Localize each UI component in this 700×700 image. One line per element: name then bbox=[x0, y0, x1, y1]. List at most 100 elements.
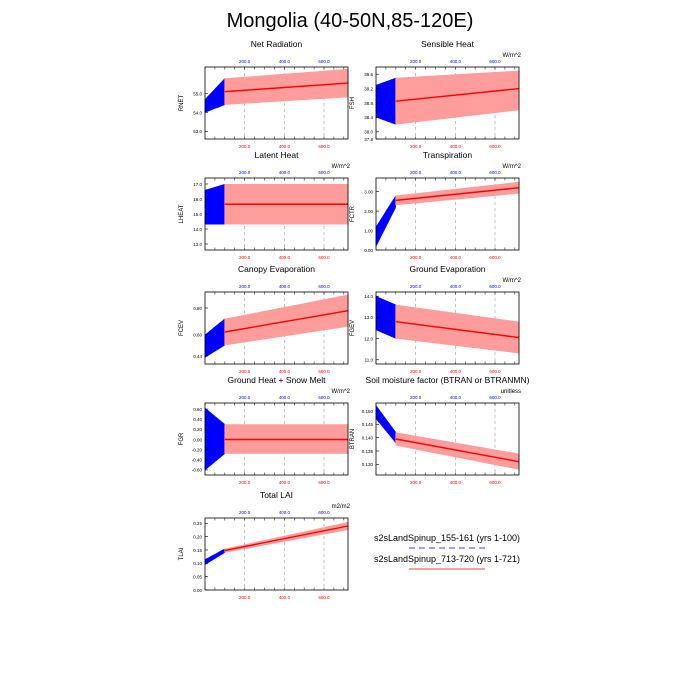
series-mean-line bbox=[395, 438, 520, 463]
bottom-x-tick-label: 400.0 bbox=[279, 595, 291, 600]
bottom-x-tick-label: 200.0 bbox=[239, 144, 251, 149]
y-tick-label: 15.0 bbox=[193, 212, 202, 217]
series-case2 bbox=[395, 432, 520, 470]
series-case2 bbox=[224, 68, 349, 105]
top-x-tick-label: 600.0 bbox=[489, 59, 501, 64]
series-mean-line bbox=[375, 411, 397, 439]
bottom-x-tick-label: 600.0 bbox=[318, 369, 330, 374]
series-band bbox=[224, 294, 349, 346]
y-tick-label: 0.150 bbox=[362, 409, 374, 414]
bottom-x-tick-label: 400.0 bbox=[450, 144, 462, 149]
top-x-tick-label: 400.0 bbox=[450, 170, 462, 175]
top-x-tick-label: 200.0 bbox=[239, 395, 251, 400]
bottom-x-tick-label: 600.0 bbox=[318, 255, 330, 260]
y-tick-label: 37.8 bbox=[364, 137, 373, 142]
figure-title: Mongolia (40-50N,85-120E) bbox=[226, 10, 474, 32]
top-x-tick-label: 600.0 bbox=[489, 395, 501, 400]
panel-3: Latent Heat W/m^2 LHEAT 13.0 14.0 15.0 16.0 17.… bbox=[179, 150, 351, 260]
y-tick-label: 0.20 bbox=[193, 427, 202, 432]
y-tick-label: -0.40 bbox=[192, 458, 203, 463]
series-mean-line bbox=[395, 187, 520, 202]
bottom-x-tick-label: 400.0 bbox=[450, 255, 462, 260]
y-tick-label: 11.0 bbox=[365, 358, 374, 363]
units-label: W/m^2 bbox=[503, 164, 522, 170]
y-tick-label: 55.0 bbox=[193, 91, 202, 96]
y-tick-label: -0.20 bbox=[192, 447, 203, 452]
top-x-tick-label: 400.0 bbox=[450, 284, 462, 289]
series-mean-line bbox=[375, 312, 397, 323]
top-x-tick-label: 400.0 bbox=[279, 510, 291, 515]
top-x-tick-label: 600.0 bbox=[318, 284, 330, 289]
y-axis-label: BTRAN bbox=[350, 429, 356, 449]
y-tick-label: 39.6 bbox=[364, 72, 373, 77]
plot-frame bbox=[204, 402, 349, 476]
top-x-tick-label: 200.0 bbox=[239, 284, 251, 289]
panel-5: Canopy Evaporation FCEV 0.44 0.60 0.80 200.0 2… bbox=[179, 264, 349, 374]
series-case1 bbox=[204, 408, 226, 470]
bottom-x-tick-label: 400.0 bbox=[279, 255, 291, 260]
bottom-x-tick-label: 400.0 bbox=[450, 369, 462, 374]
bottom-x-tick-label: 200.0 bbox=[410, 480, 422, 485]
panel-8: Soil moisture factor (BTRAN or BTRANMN) u… bbox=[350, 375, 530, 485]
units-label: m2/m2 bbox=[332, 504, 351, 510]
series-case2 bbox=[224, 294, 349, 346]
y-axis-label: FCTR bbox=[350, 205, 356, 222]
panel-4: Transpiration W/m^2 FCTR 0.00 1.00 2.00 3.00 20… bbox=[350, 150, 522, 260]
series-case1 bbox=[375, 405, 397, 443]
y-tick-label: 53.0 bbox=[193, 129, 202, 134]
bottom-x-tick-label: 200.0 bbox=[410, 255, 422, 260]
top-x-tick-label: 200.0 bbox=[410, 59, 422, 64]
series-case1 bbox=[204, 184, 226, 225]
y-tick-label: 0.135 bbox=[362, 449, 374, 454]
bottom-x-tick-label: 200.0 bbox=[410, 369, 422, 374]
top-x-tick-label: 600.0 bbox=[489, 284, 501, 289]
series-case1 bbox=[204, 318, 226, 358]
y-axis-label: FGEV bbox=[350, 320, 356, 336]
units-label: W/m^2 bbox=[503, 278, 522, 284]
panel-6: Ground Evaporation W/m^2 FGEV 11.0 12.0 13.0 1… bbox=[350, 264, 522, 374]
y-tick-label: 0.130 bbox=[362, 462, 374, 467]
y-tick-label: 13.0 bbox=[364, 315, 373, 320]
bottom-x-tick-label: 600.0 bbox=[318, 480, 330, 485]
top-x-tick-label: 200.0 bbox=[239, 59, 251, 64]
series-band bbox=[224, 522, 349, 553]
y-tick-label: 3.00 bbox=[364, 189, 373, 194]
top-x-tick-label: 200.0 bbox=[239, 170, 251, 175]
series-case2 bbox=[224, 522, 349, 553]
plot-frame bbox=[375, 402, 520, 476]
y-tick-label: 0.60 bbox=[193, 407, 202, 412]
bottom-x-tick-label: 400.0 bbox=[279, 369, 291, 374]
series-case2 bbox=[224, 184, 349, 225]
top-x-tick-label: 200.0 bbox=[410, 284, 422, 289]
top-x-tick-label: 600.0 bbox=[318, 170, 330, 175]
series-case1 bbox=[375, 296, 397, 339]
series-case1 bbox=[204, 548, 226, 565]
panel-title: Ground Heat + Snow Melt bbox=[227, 375, 326, 385]
series-mean-line bbox=[204, 331, 226, 346]
bottom-x-tick-label: 600.0 bbox=[489, 480, 501, 485]
y-tick-label: 0.44 bbox=[193, 354, 202, 359]
units-label: unitless bbox=[501, 389, 521, 395]
bottom-x-tick-label: 200.0 bbox=[239, 595, 251, 600]
plot-frame bbox=[204, 517, 349, 591]
panel-title: Sensible Heat bbox=[421, 39, 475, 49]
y-tick-label: 1.00 bbox=[364, 228, 373, 233]
bottom-x-tick-label: 600.0 bbox=[489, 369, 501, 374]
top-x-tick-label: 400.0 bbox=[450, 395, 462, 400]
panel-title: Net Radiation bbox=[251, 39, 303, 49]
panel-7: Ground Heat + Snow Melt W/m^2 FGR 0.60 0.40 0… bbox=[179, 375, 351, 485]
y-tick-label: 0.60 bbox=[193, 332, 202, 337]
series-case1 bbox=[375, 77, 397, 125]
y-tick-label: 54.0 bbox=[193, 110, 202, 115]
top-x-tick-label: 600.0 bbox=[318, 395, 330, 400]
bottom-x-tick-label: 200.0 bbox=[410, 144, 422, 149]
top-x-tick-label: 400.0 bbox=[279, 395, 291, 400]
series-mean-line bbox=[375, 201, 397, 237]
panel-9: Total LAI m2/m2 TLAI 0.25 0.20 0.15 0.10 0.05 0.… bbox=[179, 490, 351, 600]
bottom-x-tick-label: 600.0 bbox=[489, 144, 501, 149]
y-tick-label: 16.0 bbox=[193, 197, 202, 202]
series-mean-line bbox=[224, 82, 349, 93]
y-tick-label: 17.0 bbox=[193, 182, 202, 187]
top-x-tick-label: 200.0 bbox=[410, 170, 422, 175]
